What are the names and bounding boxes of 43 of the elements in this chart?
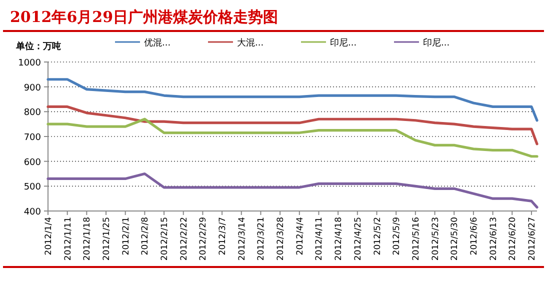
legend-label: 印尼...: [330, 38, 357, 48]
legend-label: 优混...: [144, 38, 171, 48]
y-tick-label: 600: [24, 158, 42, 168]
x-tick-label: 2012/3/28: [276, 217, 286, 261]
x-tick-label: 2012/1/4: [44, 217, 54, 256]
chart-title: 2012年6月29日广州港煤炭价格走势图: [10, 8, 278, 26]
x-tick-label: 2012/4/25: [353, 217, 364, 261]
x-tick-label: 2012/1/25: [102, 217, 112, 261]
y-tick-label: 900: [24, 83, 42, 94]
x-tick-label: 2012/6/27: [527, 217, 538, 261]
y-axis-title: 单位：万吨: [15, 41, 61, 52]
x-tick-label: 2012/2/15: [160, 217, 170, 261]
x-tick-label: 2012/6/6: [469, 217, 480, 256]
x-tick-label: 2012/5/9: [392, 217, 402, 256]
y-tick-label: 500: [24, 182, 42, 193]
line-series: [46, 78, 538, 122]
y-tick-label: 700: [24, 133, 42, 143]
line-series: [46, 118, 538, 158]
x-tick-label: 2012/2/8: [140, 217, 151, 256]
x-tick-label: 2012/6/20: [508, 217, 518, 261]
x-tick-label: 2012/6/13: [488, 217, 499, 261]
x-tick-label: 2012/2/22: [179, 217, 190, 261]
x-tick-label: 2012/2/1: [121, 217, 132, 256]
line-series: [46, 172, 538, 209]
y-tick-label: 800: [24, 108, 42, 118]
x-tick-label: 2012/4/11: [314, 217, 325, 261]
x-tick-label: 2012/5/16: [411, 217, 422, 261]
x-tick-label: 2012/3/14: [237, 217, 248, 261]
x-tick-label: 2012/3/7: [218, 217, 228, 256]
x-tick-label: 2012/2/29: [198, 217, 209, 261]
x-tick-label: 2012/4/4: [295, 217, 306, 256]
x-tick-label: 2012/5/30: [450, 217, 460, 261]
x-tick-label: 2012/5/2: [372, 217, 383, 256]
legend-label: 印尼...: [423, 38, 450, 48]
x-tick-label: 2012/4/18: [334, 217, 344, 261]
y-tick-label: 400: [24, 208, 42, 218]
x-tick-label: 2012/3/21: [256, 217, 267, 261]
x-tick-label: 2012/5/23: [430, 217, 441, 261]
x-tick-label: 2012/1/18: [82, 217, 93, 261]
x-tick-label: 2012/1/11: [63, 217, 74, 261]
y-tick-label: 1000: [18, 58, 42, 68]
line-series: [46, 105, 538, 146]
legend-label: 大混...: [237, 38, 264, 48]
